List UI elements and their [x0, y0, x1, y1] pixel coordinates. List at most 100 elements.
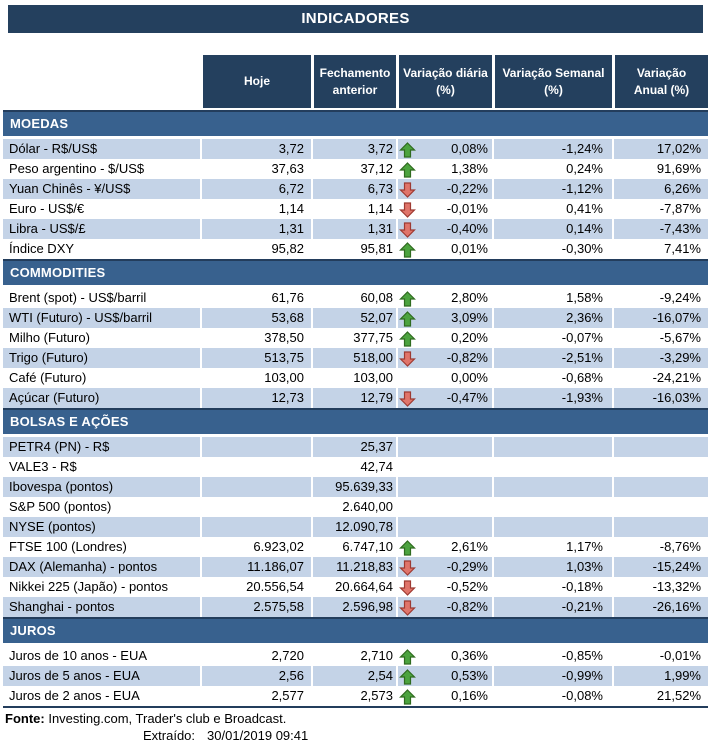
variacao-anual-value: -26,16%	[612, 597, 708, 617]
variacao-semanal-value: -1,24%	[492, 139, 612, 159]
hoje-value: 103,00	[200, 368, 311, 388]
hoje-value: 6,72	[200, 179, 311, 199]
variacao-diaria-cell: 3,09%	[396, 308, 492, 328]
variacao-semanal-value: -0,99%	[492, 666, 612, 686]
variacao-diaria-value: 0,01%	[451, 241, 488, 256]
hoje-value: 3,72	[200, 139, 311, 159]
variacao-diaria-cell	[396, 477, 492, 497]
variacao-diaria-value: 0,16%	[451, 688, 488, 703]
table-row: VALE3 - R$ 42,74	[3, 457, 708, 477]
variacao-anual-value	[612, 517, 708, 537]
variacao-diaria-cell: -0,22%	[396, 179, 492, 199]
row-label: WTI (Futuro) - US$/barril	[3, 308, 200, 328]
variacao-semanal-value: 1,58%	[492, 288, 612, 308]
down-arrow-icon	[399, 181, 417, 198]
row-label: Ibovespa (pontos)	[3, 477, 200, 497]
source-label: Fonte:	[5, 711, 45, 726]
hoje-value	[200, 457, 311, 477]
variacao-semanal-value	[492, 497, 612, 517]
variacao-diaria-value: 2,61%	[451, 539, 488, 554]
variacao-diaria-value: 0,08%	[451, 141, 488, 156]
extraction-timestamp: 30/01/2019 09:41	[207, 728, 309, 743]
variacao-semanal-value	[492, 437, 612, 457]
section-header-commodities: COMMODITIES	[3, 259, 708, 285]
no-trend-icon	[399, 439, 417, 456]
no-trend-icon	[399, 479, 417, 496]
row-label: Juros de 5 anos - EUA	[3, 666, 200, 686]
table-row: Peso argentino - $/US$ 37,63 37,12 1,38% 0,2…	[3, 159, 708, 179]
variacao-anual-value: 17,02%	[612, 139, 708, 159]
variacao-semanal-value: 0,14%	[492, 219, 612, 239]
up-arrow-icon	[399, 688, 417, 705]
hoje-value	[200, 437, 311, 457]
row-label: Yuan Chinês - ¥/US$	[3, 179, 200, 199]
row-label: Juros de 10 anos - EUA	[3, 646, 200, 666]
table-row: Euro - US$/€ 1,14 1,14 -0,01% 0,41% -7,87%	[3, 199, 708, 219]
down-arrow-icon	[399, 221, 417, 238]
hoje-value	[200, 517, 311, 537]
variacao-anual-value: -16,07%	[612, 308, 708, 328]
variacao-diaria-value: 0,20%	[451, 330, 488, 345]
hoje-value	[200, 477, 311, 497]
row-label: Peso argentino - $/US$	[3, 159, 200, 179]
hoje-value: 2,56	[200, 666, 311, 686]
table-row: Açúcar (Futuro) 12,73 12,79 -0,47% -1,93% -16…	[3, 388, 708, 408]
table-row: Milho (Futuro) 378,50 377,75 0,20% -0,07% -5,…	[3, 328, 708, 348]
fechamento-anterior-value: 1,14	[311, 199, 396, 219]
down-arrow-icon	[399, 201, 417, 218]
variacao-diaria-value: 0,53%	[451, 668, 488, 683]
variacao-anual-value: -7,87%	[612, 199, 708, 219]
variacao-anual-value: 1,99%	[612, 666, 708, 686]
up-arrow-icon	[399, 241, 417, 258]
variacao-semanal-value: -0,68%	[492, 368, 612, 388]
variacao-diaria-cell: -0,47%	[396, 388, 492, 408]
variacao-diaria-cell: 2,80%	[396, 288, 492, 308]
variacao-semanal-value: -0,07%	[492, 328, 612, 348]
column-header-variacao: Variação Anual (%)	[612, 55, 708, 108]
hoje-value: 20.556,54	[200, 577, 311, 597]
variacao-diaria-cell: -0,40%	[396, 219, 492, 239]
row-label: DAX (Alemanha) - pontos	[3, 557, 200, 577]
hoje-value	[200, 497, 311, 517]
variacao-diaria-value: -0,01%	[446, 201, 488, 216]
variacao-diaria-cell: 0,08%	[396, 139, 492, 159]
up-arrow-icon	[399, 648, 417, 665]
row-label: NYSE (pontos)	[3, 517, 200, 537]
variacao-diaria-cell: 0,16%	[396, 686, 492, 706]
up-arrow-icon	[399, 668, 417, 685]
row-label: Euro - US$/€	[3, 199, 200, 219]
hoje-value: 2,577	[200, 686, 311, 706]
row-label: Café (Futuro)	[3, 368, 200, 388]
variacao-semanal-value: 1,03%	[492, 557, 612, 577]
table-row: Yuan Chinês - ¥/US$ 6,72 6,73 -0,22% -1,12% 6…	[3, 179, 708, 199]
variacao-anual-value: -9,24%	[612, 288, 708, 308]
down-arrow-icon	[399, 579, 417, 596]
table-row: DAX (Alemanha) - pontos 11.186,07 11.218,8…	[3, 557, 708, 577]
column-header-fechamento: Fechamento anterior	[311, 55, 396, 108]
fechamento-anterior-value: 2,710	[311, 646, 396, 666]
variacao-diaria-cell: -0,82%	[396, 597, 492, 617]
variacao-diaria-value: -0,40%	[446, 221, 488, 236]
variacao-diaria-cell: -0,29%	[396, 557, 492, 577]
hoje-value: 2,720	[200, 646, 311, 666]
hoje-value: 95,82	[200, 239, 311, 259]
row-label: Brent (spot) - US$/barril	[3, 288, 200, 308]
fechamento-anterior-value: 6.747,10	[311, 537, 396, 557]
variacao-semanal-value: 0,41%	[492, 199, 612, 219]
variacao-diaria-cell	[396, 437, 492, 457]
variacao-anual-value: -8,76%	[612, 537, 708, 557]
row-label: Trigo (Futuro)	[3, 348, 200, 368]
fechamento-anterior-value: 52,07	[311, 308, 396, 328]
source-text: Investing.com, Trader's club e Broadcast…	[48, 711, 287, 726]
fechamento-anterior-value: 20.664,64	[311, 577, 396, 597]
row-label: Nikkei 225 (Japão) - pontos	[3, 577, 200, 597]
table-row: Ibovespa (pontos) 95.639,33	[3, 477, 708, 497]
table-row: WTI (Futuro) - US$/barril 53,68 52,07 3,09%…	[3, 308, 708, 328]
row-label: Dólar - R$/US$	[3, 139, 200, 159]
variacao-semanal-value: -2,51%	[492, 348, 612, 368]
table-row: S&P 500 (pontos) 2.640,00	[3, 497, 708, 517]
down-arrow-icon	[399, 599, 417, 616]
no-trend-icon	[399, 370, 417, 387]
variacao-semanal-value: -0,08%	[492, 686, 612, 706]
